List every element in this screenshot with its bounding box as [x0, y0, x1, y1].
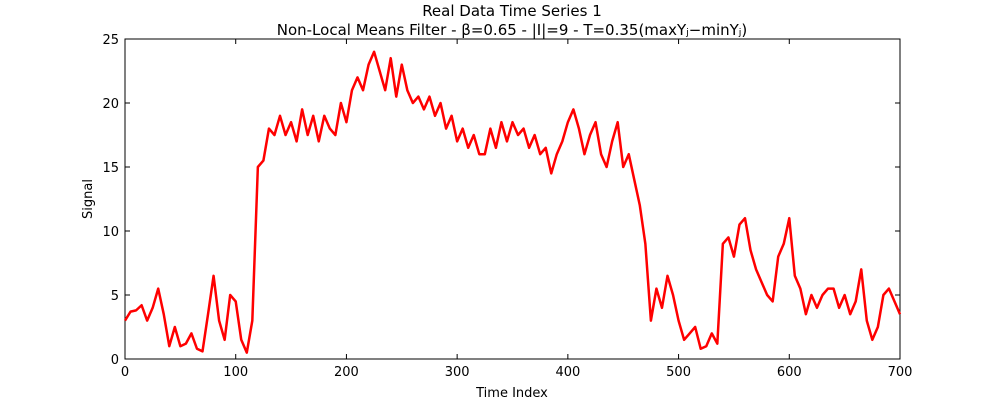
x-tick-label: 500 — [666, 365, 691, 380]
x-tick-label: 700 — [888, 365, 913, 380]
x-tick-label: 600 — [777, 365, 802, 380]
data-line — [123, 50, 902, 354]
x-tick-label: 300 — [445, 365, 470, 380]
y-axis-label: Signal — [81, 179, 96, 219]
chart-subtitle: Non-Local Means Filter - β=0.65 - |I|=9 … — [277, 21, 748, 39]
y-tick-label: 5 — [111, 289, 119, 304]
chart-title: Real Data Time Series 1 — [422, 2, 602, 20]
x-tick-label: 400 — [555, 365, 580, 380]
x-axis-label: Time Index — [475, 386, 548, 400]
y-tick-label: 25 — [102, 33, 119, 48]
y-tick-label: 15 — [102, 161, 119, 176]
x-tick-label: 100 — [223, 365, 248, 380]
y-tick-label: 10 — [102, 225, 119, 240]
y-tick-label: 20 — [102, 97, 119, 112]
plot-frame — [124, 38, 901, 360]
x-tick-label: 0 — [121, 365, 129, 380]
x-tick-label: 200 — [334, 365, 359, 380]
y-tick-label: 0 — [111, 353, 119, 368]
